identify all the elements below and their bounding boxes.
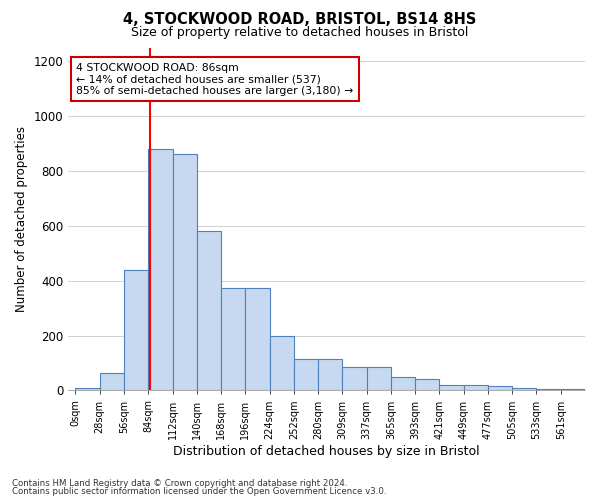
- Text: Contains HM Land Registry data © Crown copyright and database right 2024.: Contains HM Land Registry data © Crown c…: [12, 478, 347, 488]
- Text: Size of property relative to detached houses in Bristol: Size of property relative to detached ho…: [131, 26, 469, 39]
- Bar: [221, 288, 245, 391]
- Bar: [148, 149, 173, 390]
- Bar: [76, 388, 100, 390]
- X-axis label: Distribution of detached houses by size in Bristol: Distribution of detached houses by size …: [173, 444, 480, 458]
- Bar: [269, 336, 294, 390]
- Bar: [343, 367, 367, 390]
- Bar: [245, 288, 269, 391]
- Text: Contains public sector information licensed under the Open Government Licence v3: Contains public sector information licen…: [12, 488, 386, 496]
- Bar: [536, 389, 561, 390]
- Y-axis label: Number of detached properties: Number of detached properties: [15, 126, 28, 312]
- Bar: [173, 154, 197, 390]
- Bar: [100, 372, 124, 390]
- Text: 4 STOCKWOOD ROAD: 86sqm
← 14% of detached houses are smaller (537)
85% of semi-d: 4 STOCKWOOD ROAD: 86sqm ← 14% of detache…: [76, 62, 353, 96]
- Bar: [464, 385, 488, 390]
- Bar: [561, 389, 585, 390]
- Bar: [294, 359, 318, 390]
- Bar: [367, 367, 391, 390]
- Bar: [512, 388, 536, 390]
- Bar: [488, 386, 512, 390]
- Bar: [197, 232, 221, 390]
- Bar: [318, 359, 343, 390]
- Bar: [124, 270, 148, 390]
- Text: 4, STOCKWOOD ROAD, BRISTOL, BS14 8HS: 4, STOCKWOOD ROAD, BRISTOL, BS14 8HS: [124, 12, 476, 28]
- Bar: [391, 376, 415, 390]
- Bar: [415, 380, 439, 390]
- Bar: [439, 385, 464, 390]
